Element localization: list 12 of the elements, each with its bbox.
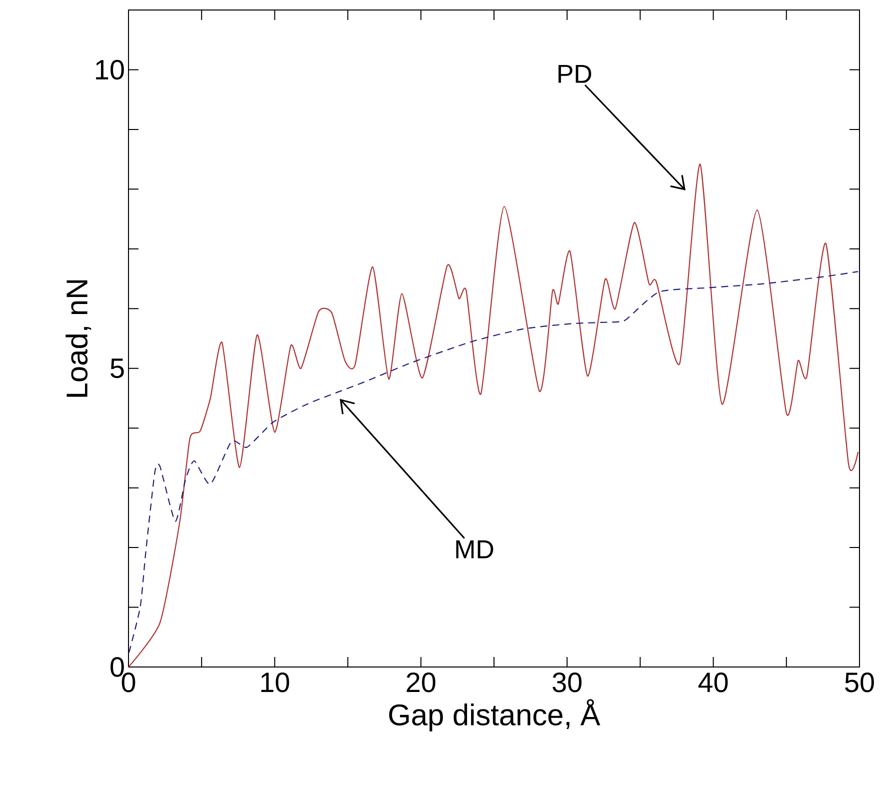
x-tick-label: 50 xyxy=(845,672,874,692)
x-axis-title: Gap distance, Å xyxy=(389,699,600,732)
annotation: PD xyxy=(558,64,592,83)
x-tick-label: 30 xyxy=(552,672,582,692)
annotation: MD xyxy=(456,540,494,558)
x-tick-label: 10 xyxy=(261,672,290,692)
y-axis-title: Load, nN xyxy=(66,280,92,397)
y-tick-label: 10 xyxy=(96,60,124,80)
x-tick-label: 20 xyxy=(406,672,436,692)
x-tick-label: 40 xyxy=(698,672,728,692)
y-tick-label: 5 xyxy=(110,358,124,378)
y-tick-label: 0 xyxy=(110,657,124,677)
